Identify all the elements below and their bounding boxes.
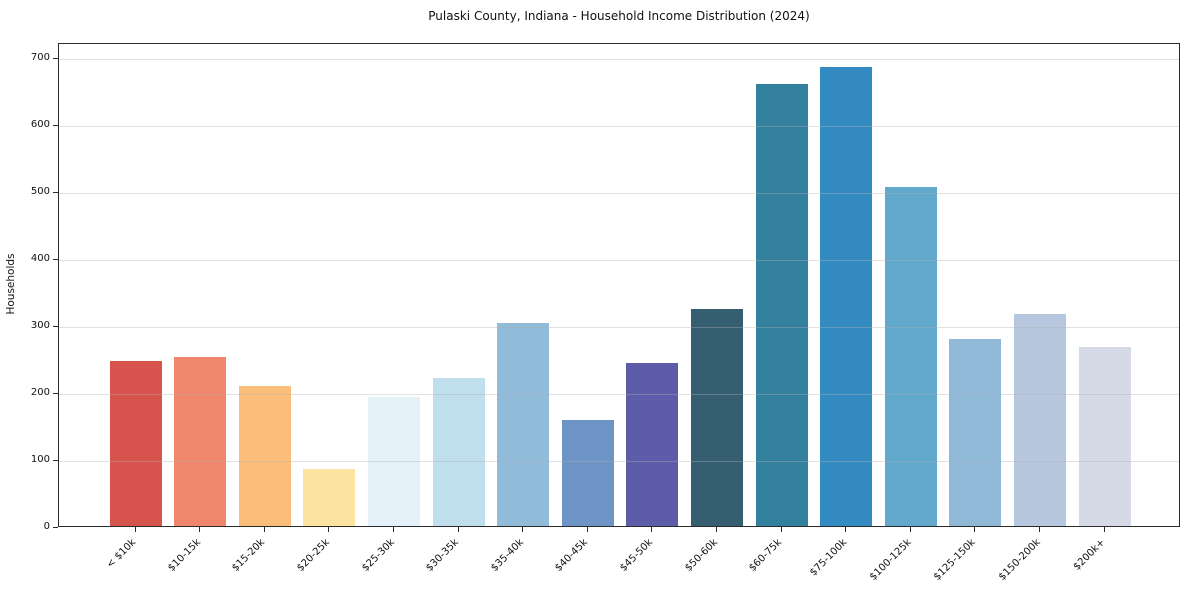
x-tick-mark — [586, 527, 588, 532]
bar-$30-35k — [432, 378, 485, 526]
bar-$40-45k — [561, 420, 614, 526]
x-tick-mark — [134, 527, 136, 532]
y-tick-mark — [53, 326, 58, 328]
gridline-400 — [59, 260, 1179, 262]
bar-$100-125k — [884, 187, 937, 526]
x-tick-label-$75-100k: $75-100k — [807, 537, 849, 579]
y-tick-label-600: 600 — [30, 119, 50, 131]
x-tick-mark — [845, 527, 847, 532]
bar-$35-40k — [497, 323, 550, 526]
x-tick-mark — [1103, 527, 1105, 532]
x-tick-label-$50-60k: $50-60k — [682, 537, 720, 574]
x-tick-mark — [780, 527, 782, 532]
x-tick-mark — [522, 527, 524, 532]
bar-$125-150k — [949, 339, 1002, 526]
gridline-700 — [59, 59, 1179, 61]
gridline-600 — [59, 126, 1179, 128]
bar-$20-25k — [303, 469, 356, 526]
gridline-300 — [59, 327, 1179, 329]
chart-title: Pulaski County, Indiana - Household Inco… — [428, 9, 810, 23]
gridline-200 — [59, 394, 1179, 396]
x-tick-label-$30-35k: $30-35k — [424, 537, 462, 574]
x-tick-label-$20-25k: $20-25k — [295, 537, 333, 574]
x-tick-label-$15-20k: $15-20k — [230, 537, 268, 574]
bar-$60-75k — [755, 83, 808, 526]
x-tick-mark — [1038, 527, 1040, 532]
y-tick-label-100: 100 — [30, 454, 50, 466]
y-tick-mark — [53, 393, 58, 395]
gridline-100 — [59, 461, 1179, 463]
y-tick-mark — [53, 192, 58, 194]
x-tick-label-$45-50k: $45-50k — [618, 537, 656, 574]
plot-area — [58, 43, 1180, 527]
x-tick-mark — [263, 527, 265, 532]
y-tick-label-0: 0 — [43, 521, 50, 532]
y-tick-mark — [53, 58, 58, 60]
y-tick-mark — [53, 527, 58, 528]
x-tick-mark — [715, 527, 717, 532]
bar-$150-200k — [1013, 313, 1066, 526]
y-tick-mark — [53, 460, 58, 462]
bar-$10-15k — [174, 357, 227, 526]
x-tick-label-$60-75k: $60-75k — [747, 537, 785, 574]
y-tick-label-700: 700 — [30, 52, 50, 64]
y-tick-mark — [53, 125, 58, 127]
x-tick-label-$125-150k: $125-150k — [932, 537, 979, 583]
x-tick-label-$150-200k: $150-200k — [996, 537, 1043, 583]
y-tick-label-400: 400 — [30, 253, 50, 265]
x-tick-mark — [909, 527, 911, 532]
x-tick-mark — [651, 527, 653, 532]
y-tick-label-200: 200 — [30, 387, 50, 399]
x-tick-label-$200k+: $200k+ — [1071, 537, 1108, 573]
bar-$200k+ — [1078, 347, 1131, 526]
x-tick-label-$40-45k: $40-45k — [553, 537, 591, 574]
x-tick-label-$35-40k: $35-40k — [488, 537, 526, 574]
gridline-500 — [59, 193, 1179, 195]
bar-< $10k — [109, 361, 162, 526]
x-tick-mark — [974, 527, 976, 532]
bar-$25-30k — [367, 397, 420, 526]
x-tick-mark — [392, 527, 394, 532]
bar-$15-20k — [238, 386, 291, 526]
y-tick-mark — [53, 259, 58, 261]
x-tick-mark — [328, 527, 330, 532]
x-tick-mark — [457, 527, 459, 532]
x-tick-mark — [199, 527, 201, 532]
x-tick-label-$10-15k: $10-15k — [165, 537, 203, 574]
x-tick-label-$100-125k: $100-125k — [867, 537, 914, 583]
bar-$50-60k — [690, 309, 743, 526]
x-tick-label-$25-30k: $25-30k — [359, 537, 397, 574]
y-tick-label-500: 500 — [30, 186, 50, 198]
x-axis: < $10k $10-15k $15-20k $20-25k $25-30k $30-35… — [58, 527, 1180, 590]
bar-$45-50k — [626, 362, 679, 526]
x-tick-label-< $10k: < $10k — [104, 537, 139, 571]
y-tick-label-300: 300 — [30, 320, 50, 332]
bar-$75-100k — [820, 67, 873, 526]
